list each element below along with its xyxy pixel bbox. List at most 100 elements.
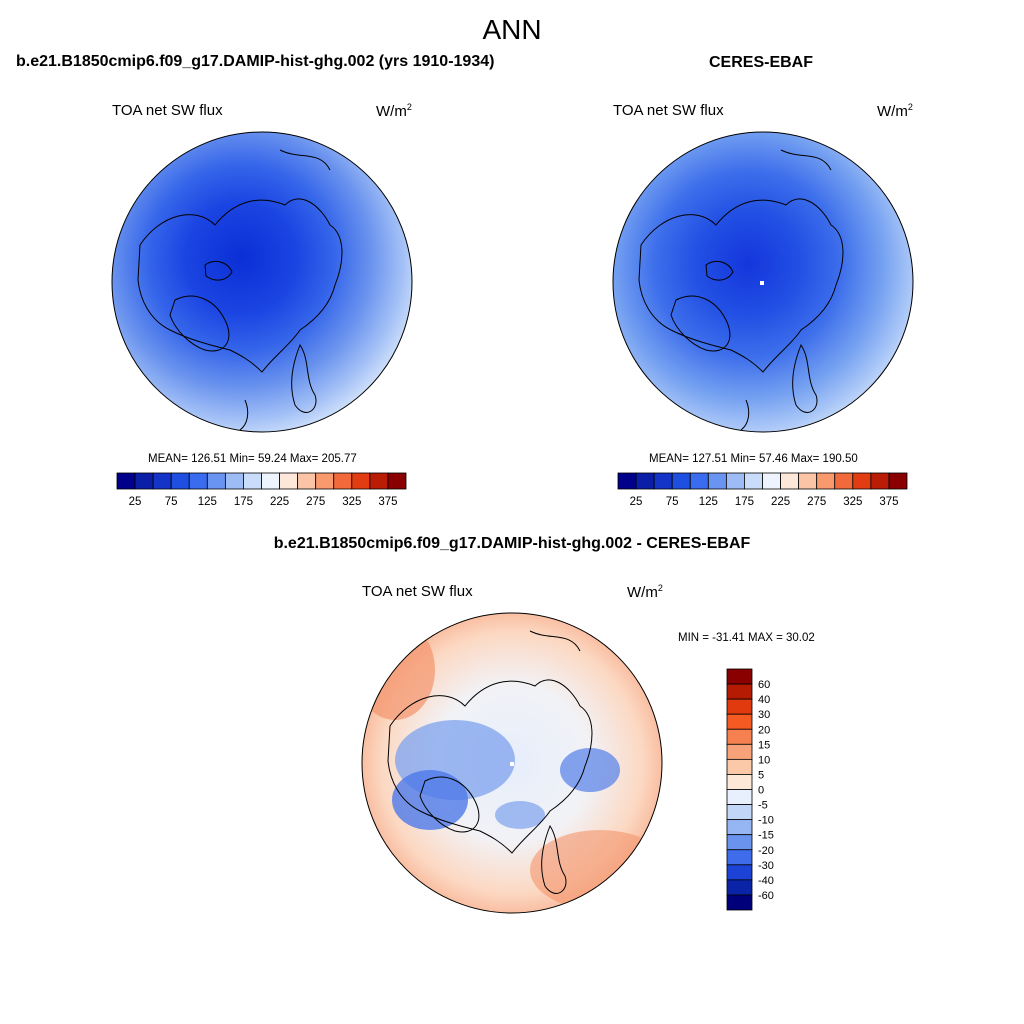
colorbar-tick-label: 375 <box>378 496 397 508</box>
colorbar-swatch <box>726 713 753 730</box>
panel3-units-label: W/m2 <box>627 583 663 601</box>
colorbar-swatch <box>333 472 353 490</box>
panel3-coastline-alaska <box>529 630 581 652</box>
panel1-colorbar: 25 75 125 175 225 275 325 375 <box>116 472 407 508</box>
colorbar-tick-label: 225 <box>270 496 289 508</box>
colorbar-tick-label: 275 <box>306 496 325 508</box>
colorbar-swatch <box>726 698 753 715</box>
colorbar-tick-label: 5 <box>758 769 764 781</box>
panel2-polar-map <box>612 131 914 433</box>
colorbar-tick-label: -15 <box>758 830 774 842</box>
colorbar-swatch <box>261 472 280 490</box>
panel2-coastline-arctic <box>638 198 844 373</box>
colorbar-swatch <box>852 472 872 490</box>
colorbar-swatch <box>726 774 753 790</box>
colorbar-swatch <box>635 472 655 490</box>
figure-title: ANN <box>482 14 542 45</box>
colorbar-tick-label: 325 <box>843 496 862 508</box>
panel2-case-title: CERES-EBAF <box>709 54 814 71</box>
panel2-stats: MEAN= 127.51 Min= 57.46 Max= 190.50 <box>649 453 858 465</box>
panel2-pole-missing-data <box>760 281 764 285</box>
colorbar-swatch <box>798 472 818 490</box>
panel1-coastline-uk <box>239 399 249 431</box>
colorbar-swatch <box>870 472 890 490</box>
colorbar-swatch <box>726 894 753 911</box>
panel3-polar-map <box>361 612 663 914</box>
colorbar-swatch <box>744 472 763 490</box>
colorbar-tick-label: 25 <box>630 496 643 508</box>
colorbar-tick-label: 20 <box>758 724 770 736</box>
colorbar-swatch <box>369 472 389 490</box>
colorbar-tick-label: -30 <box>758 860 774 872</box>
colorbar-swatch <box>726 789 753 805</box>
colorbar-swatch <box>834 472 854 490</box>
panel2-coastline-scandinavia <box>792 343 818 413</box>
panel2-variable-label: TOA net SW flux <box>613 102 724 119</box>
panel2-coastline-alaska <box>780 149 832 171</box>
colorbar-swatch <box>297 472 317 490</box>
colorbar-tick-label: 375 <box>879 496 898 508</box>
colorbar-swatch <box>780 472 800 490</box>
colorbar-swatch <box>617 472 637 490</box>
colorbar-tick-label: 30 <box>758 709 770 721</box>
colorbar-tick-label: 125 <box>699 496 718 508</box>
colorbar-swatch <box>224 472 244 490</box>
panel1-case-title: b.e21.B1850cmip6.f09_g17.DAMIP-hist-ghg.… <box>16 53 495 70</box>
colorbar-swatch <box>816 472 836 490</box>
panel1-polar-map <box>111 131 413 433</box>
colorbar-swatch <box>725 472 745 490</box>
panel3-coastline-scandinavia <box>541 824 567 894</box>
panel3-coastline-greenland <box>419 776 480 833</box>
colorbar-swatch <box>726 864 753 881</box>
colorbar-tick-label: 40 <box>758 694 770 706</box>
colorbar-swatch <box>726 728 753 745</box>
colorbar-tick-label: 75 <box>165 496 178 508</box>
panel2-coastline-islands <box>705 261 734 281</box>
colorbar-tick-label: -10 <box>758 815 774 827</box>
colorbar-swatch <box>707 472 727 490</box>
colorbar-swatch <box>726 819 753 836</box>
colorbar-swatch <box>689 472 709 490</box>
colorbar-swatch <box>170 472 190 490</box>
colorbar-tick-label: -40 <box>758 875 774 887</box>
panel2-colorbar: 25 75 125 175 225 275 325 375 <box>617 472 908 508</box>
colorbar-tick-label: 175 <box>234 496 253 508</box>
colorbar-swatch <box>351 472 371 490</box>
colorbar-swatch <box>188 472 208 490</box>
colorbar-tick-label: 75 <box>666 496 679 508</box>
panel1-coastline-alaska <box>279 149 331 171</box>
colorbar-tick-label: 15 <box>758 739 770 751</box>
colorbar-tick-label: 60 <box>758 679 770 691</box>
panel3-coastline-arctic <box>387 679 593 854</box>
colorbar-swatch <box>726 879 753 896</box>
colorbar-swatch <box>726 758 753 775</box>
colorbar-swatch <box>888 472 908 490</box>
colorbar-swatch <box>726 743 753 760</box>
colorbar-swatch <box>726 834 753 851</box>
colorbar-tick-label: 10 <box>758 754 770 766</box>
colorbar-swatch <box>315 472 335 490</box>
colorbar-tick-label: -20 <box>758 845 774 857</box>
colorbar-swatch <box>653 472 673 490</box>
colorbar-swatch <box>279 472 299 490</box>
panel3-case-title: b.e21.B1850cmip6.f09_g17.DAMIP-hist-ghg.… <box>273 535 751 552</box>
colorbar-tick-label: 25 <box>129 496 142 508</box>
colorbar-swatch <box>116 472 136 490</box>
colorbar-tick-label: 125 <box>198 496 217 508</box>
colorbar-swatch <box>243 472 262 490</box>
colorbar-tick-label: 325 <box>342 496 361 508</box>
panel3-stats: MIN = -31.41 MAX = 30.02 <box>678 632 815 644</box>
colorbar-tick-label: 0 <box>758 785 764 797</box>
colorbar-swatch <box>387 472 407 490</box>
panel1-stats: MEAN= 126.51 Min= 59.24 Max= 205.77 <box>148 453 357 465</box>
panel1-coastline-scandinavia <box>291 343 317 413</box>
panel1-coastline-arctic <box>137 198 343 373</box>
panel1-units-label: W/m2 <box>376 102 412 120</box>
colorbar-swatch <box>726 668 753 685</box>
panel1-coastline-greenland <box>169 295 230 352</box>
panel1-coastline-islands <box>204 261 233 281</box>
colorbar-tick-label: 225 <box>771 496 790 508</box>
colorbar-swatch <box>762 472 781 490</box>
colorbar-tick-label: -60 <box>758 890 774 902</box>
